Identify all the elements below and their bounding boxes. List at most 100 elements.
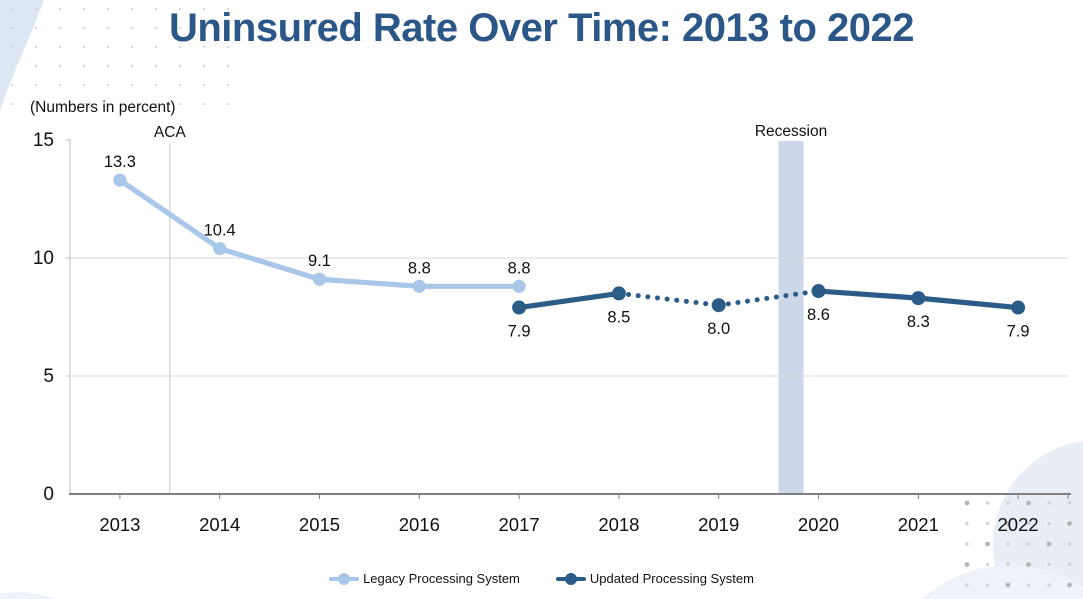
decor-dot <box>226 7 230 11</box>
x-tick-label: 2022 <box>998 514 1039 535</box>
legend-label-updated: Updated Processing System <box>589 571 754 586</box>
data-label: 8.3 <box>907 313 930 331</box>
decor-dot <box>58 83 62 87</box>
decor-dot <box>226 26 230 30</box>
decor-dot <box>58 64 62 68</box>
decor-dot <box>202 102 206 106</box>
decor-dot <box>178 26 182 30</box>
decor-dot <box>1067 542 1072 546</box>
data-label: 8.8 <box>508 259 531 277</box>
x-tick-label: 2017 <box>499 514 540 535</box>
decor-dot <box>226 102 230 106</box>
decor-dot <box>1067 562 1072 567</box>
decor-dot <box>34 7 38 11</box>
series-segment-updated <box>815 288 921 301</box>
data-label: 8.8 <box>408 259 431 277</box>
decor-dot <box>58 102 62 106</box>
chart-title: Uninsured Rate Over Time: 2013 to 2022 <box>168 6 915 50</box>
decor-dot <box>1047 583 1051 587</box>
decor-dot <box>964 500 970 506</box>
data-label: 9.1 <box>308 252 331 270</box>
decor-dot <box>178 64 182 68</box>
decor-dot <box>1026 521 1031 526</box>
decor-dot <box>1006 562 1010 567</box>
decor-circle <box>0 592 56 599</box>
data-point-marker <box>312 272 327 286</box>
decor-dot <box>1067 501 1072 505</box>
decor-dot <box>154 102 158 106</box>
decor-dot <box>226 64 230 68</box>
decor-dot <box>82 7 86 11</box>
decor-dot <box>1047 521 1051 526</box>
decor-dot <box>154 7 158 11</box>
chart-legend: Legacy Processing System Updated Process… <box>0 571 1083 586</box>
decor-dot <box>82 45 86 49</box>
decor-dot <box>1026 542 1031 546</box>
data-label: 7.9 <box>1007 323 1030 341</box>
decor-dot <box>178 7 182 11</box>
decor-dot <box>34 83 38 87</box>
series-segment-legacy <box>117 177 223 252</box>
decor-dot <box>82 26 86 30</box>
decor-dot <box>226 83 230 87</box>
decor-dot <box>1047 562 1051 567</box>
series-segment-legacy <box>316 276 422 289</box>
decor-dot <box>178 83 182 87</box>
decor-dot <box>202 26 206 30</box>
decor-dot <box>130 7 134 11</box>
decor-dot <box>154 83 158 87</box>
decor-dot <box>1026 562 1031 567</box>
decor-dot <box>130 102 134 106</box>
decor-dot <box>130 45 134 49</box>
decor-dot <box>964 562 970 567</box>
decor-dot <box>130 64 134 68</box>
data-label: 8.0 <box>707 320 730 338</box>
recession-label: Recession <box>755 123 827 140</box>
legend-item-updated: Updated Processing System <box>555 571 754 586</box>
series-segment-updated <box>716 288 821 308</box>
decor-dot <box>82 102 86 106</box>
decor-dot <box>58 7 62 11</box>
updated-series-marker-icon <box>555 572 586 585</box>
data-point-marker <box>113 173 127 187</box>
x-tick-label: 2019 <box>698 514 739 535</box>
decor-dot <box>10 102 14 106</box>
decor-dot <box>1005 582 1011 588</box>
y-tick-label: 5 <box>43 366 54 387</box>
decor-dot <box>10 45 14 49</box>
series-segment-updated <box>516 290 622 311</box>
decor-dot <box>985 583 990 587</box>
decor-dot <box>10 7 14 11</box>
decor-dot <box>178 45 182 49</box>
decor-dot <box>985 562 990 567</box>
series-segment-legacy <box>217 245 323 282</box>
decor-dot <box>106 7 110 11</box>
decor-dot <box>985 521 990 526</box>
decor-dot <box>202 7 206 11</box>
y-tick-label: 15 <box>33 130 54 151</box>
decor-dot <box>178 102 182 106</box>
data-point-marker <box>611 286 626 301</box>
decor-dot <box>226 45 230 49</box>
decor-dot <box>1026 500 1031 506</box>
data-label: 8.5 <box>607 308 630 326</box>
axis-units-note: (Numbers in percent) <box>30 99 176 116</box>
data-point-marker <box>911 291 926 306</box>
data-point-marker <box>213 241 227 256</box>
series-segment-updated <box>616 290 722 308</box>
recession-band <box>778 141 804 494</box>
decor-dot <box>34 26 38 30</box>
data-point-marker <box>512 279 526 293</box>
data-point-marker <box>711 298 726 313</box>
legacy-series-marker-icon <box>329 572 360 585</box>
decor-dot <box>1047 501 1051 505</box>
decor-dot <box>1026 583 1031 587</box>
decor-dot <box>106 64 110 68</box>
decor-dot <box>1006 501 1010 505</box>
decor-dot <box>1046 541 1052 547</box>
decor-dot <box>34 102 38 106</box>
decor-dot <box>58 45 62 49</box>
